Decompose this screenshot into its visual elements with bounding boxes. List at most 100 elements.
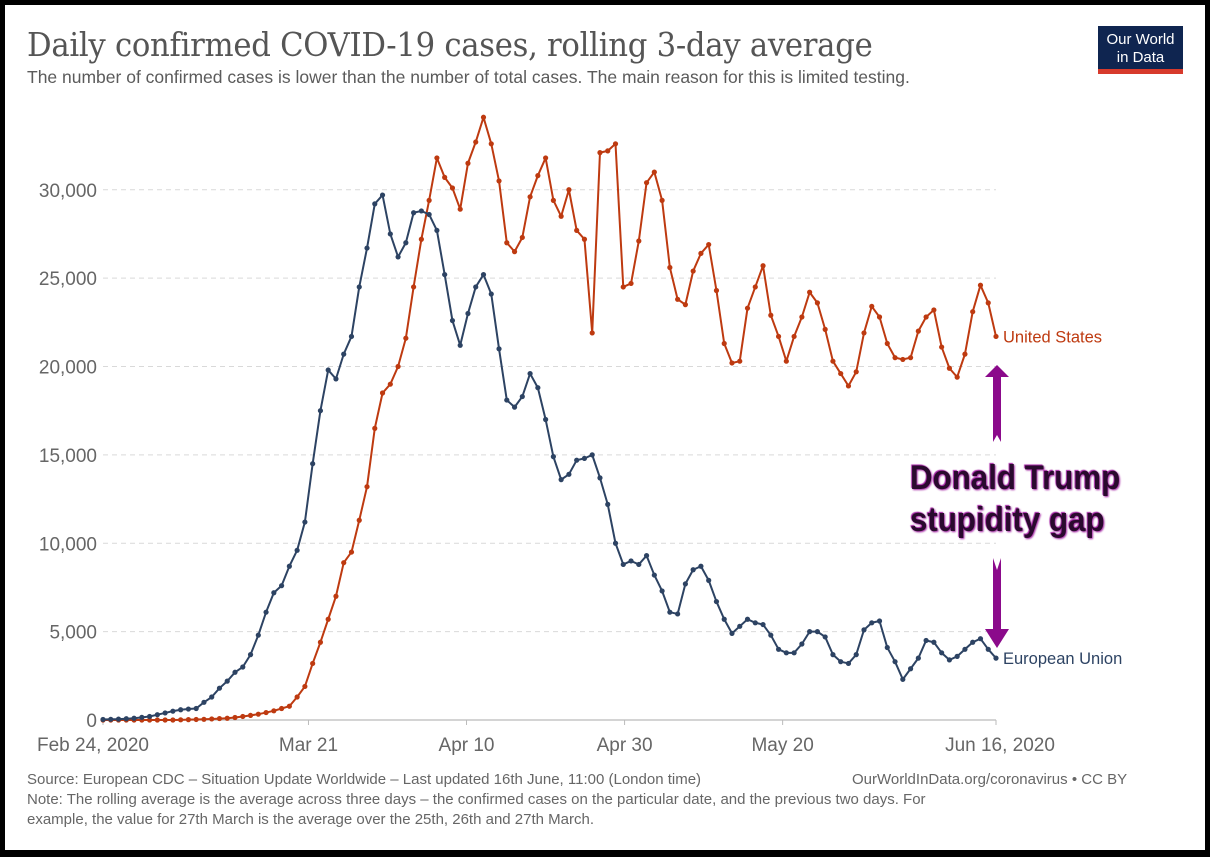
annotation-arrows (985, 365, 1009, 648)
data-point (861, 330, 867, 336)
data-point (574, 227, 580, 234)
data-point (356, 284, 362, 290)
data-point (923, 314, 929, 320)
data-point (395, 363, 401, 370)
data-point (209, 694, 215, 700)
data-point (566, 187, 572, 193)
data-point (970, 309, 976, 315)
data-point (915, 655, 921, 661)
data-point (605, 501, 611, 507)
data-point (589, 452, 595, 458)
data-point (659, 197, 665, 203)
data-point (170, 708, 176, 714)
data-point (519, 393, 525, 400)
footer-source: Source: European CDC – Situation Update … (27, 771, 702, 788)
data-point (356, 517, 362, 523)
owid-logo[interactable]: Our World in Data (1098, 26, 1183, 74)
data-point (185, 706, 192, 712)
data-point (939, 650, 945, 656)
data-point (224, 715, 230, 721)
x-tick-label: Apr 30 (597, 735, 653, 756)
data-point (185, 717, 192, 723)
data-point (473, 139, 479, 145)
data-point (465, 160, 471, 166)
data-point (985, 646, 991, 652)
data-point (775, 333, 782, 340)
data-point (426, 197, 432, 203)
data-point (240, 664, 246, 670)
data-point (550, 197, 556, 203)
data-point (504, 397, 510, 403)
data-point (271, 590, 277, 596)
data-point (310, 461, 316, 467)
data-point (698, 563, 704, 569)
data-point (636, 238, 642, 244)
data-point (216, 685, 223, 691)
data-point (255, 632, 261, 638)
data-point (271, 708, 277, 714)
data-point (760, 621, 766, 628)
data-point (900, 676, 906, 682)
data-point (263, 609, 269, 615)
data-point (869, 303, 875, 310)
data-point (830, 652, 836, 658)
data-point (845, 660, 852, 667)
data-point (333, 376, 339, 382)
data-point (333, 593, 339, 599)
data-point (372, 425, 378, 431)
data-point (807, 629, 813, 635)
data-point (838, 659, 844, 665)
data-point (838, 370, 844, 377)
data-point (799, 641, 805, 647)
data-point (511, 404, 518, 410)
data-point (993, 655, 999, 661)
data-point (473, 284, 479, 290)
data-point (325, 367, 331, 373)
data-point (581, 236, 588, 242)
data-point (876, 314, 883, 320)
data-point (488, 141, 494, 147)
data-point (962, 646, 968, 652)
data-point (892, 659, 898, 665)
data-point (574, 457, 580, 463)
data-point (713, 598, 720, 605)
data-point (286, 563, 292, 569)
data-point (379, 192, 386, 198)
data-point (543, 155, 549, 161)
data-point (954, 653, 960, 659)
data-point (232, 714, 238, 721)
data-point (527, 194, 533, 200)
data-point (403, 240, 409, 246)
data-point (387, 231, 393, 237)
y-tick-label: 30,000 (39, 181, 97, 202)
data-point (675, 611, 681, 617)
data-point (667, 264, 673, 271)
data-point (752, 284, 758, 290)
data-point (442, 271, 448, 278)
data-point (612, 540, 619, 546)
data-point (193, 705, 199, 712)
data-point (822, 634, 828, 640)
data-point (721, 340, 727, 347)
footer-credit[interactable]: OurWorldInData.org/coronavirus • CC BY (852, 771, 1128, 788)
data-point (558, 477, 564, 483)
chart-title: Daily confirmed COVID-19 cases, rolling … (27, 25, 873, 64)
data-point (628, 558, 634, 564)
data-point (279, 583, 285, 589)
data-point (682, 302, 688, 308)
data-point (690, 268, 696, 274)
annotation-line-2: stupidity gap (910, 501, 1105, 539)
data-point (139, 714, 145, 720)
data-point (775, 646, 782, 652)
data-point (418, 208, 424, 214)
x-axis: Feb 24, 2020 Mar 21 Apr 10 Apr 30 May 20 Jun … (37, 719, 1055, 756)
data-point (597, 150, 603, 156)
data-point (449, 317, 456, 324)
data-point (799, 314, 805, 320)
data-point (713, 287, 720, 294)
series-label: United States (1003, 328, 1102, 346)
data-point (581, 455, 588, 462)
data-point (830, 358, 836, 364)
data-point (162, 717, 168, 723)
data-point (519, 234, 525, 241)
